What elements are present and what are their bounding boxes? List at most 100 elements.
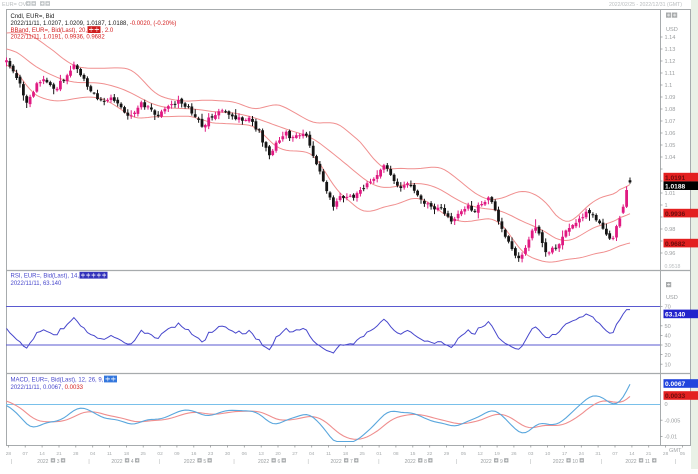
svg-text:29: 29 <box>444 451 450 457</box>
svg-text:2022: 2022 <box>37 459 48 465</box>
svg-text:09: 09 <box>174 451 180 457</box>
svg-text:1.0191: 1.0191 <box>665 175 686 182</box>
svg-text:USD: USD <box>666 295 678 301</box>
svg-text:07: 07 <box>612 451 618 457</box>
svg-text:04: 04 <box>309 451 315 457</box>
svg-text:11: 11 <box>107 451 112 457</box>
svg-text:63.140: 63.140 <box>665 312 686 319</box>
svg-text:18: 18 <box>124 451 130 457</box>
svg-text:22: 22 <box>427 451 433 457</box>
svg-text:2022: 2022 <box>258 459 269 465</box>
svg-text:04: 04 <box>90 451 96 457</box>
svg-text:30: 30 <box>225 451 231 457</box>
svg-text:2022: 2022 <box>184 459 195 465</box>
svg-text:30: 30 <box>665 343 671 349</box>
svg-text:6: 6 <box>278 459 281 465</box>
svg-text:|: | <box>307 459 308 465</box>
svg-text:0.0067: 0.0067 <box>665 381 686 388</box>
svg-text:2022/02/25 - 2022/12/31 (GMT): 2022/02/25 - 2022/12/31 (GMT) <box>609 2 682 8</box>
svg-text:7: 7 <box>350 459 353 465</box>
svg-text:RSI, EUR=, Bid(Last), 14,: RSI, EUR=, Bid(Last), 14, <box>11 274 80 280</box>
svg-text:2022: 2022 <box>553 459 564 465</box>
svg-text:15: 15 <box>410 451 416 457</box>
svg-text:|: | <box>675 459 676 465</box>
svg-text:2022: 2022 <box>111 459 122 465</box>
svg-text:25: 25 <box>141 451 147 457</box>
svg-text:|: | <box>88 459 89 465</box>
svg-text:1.07: 1.07 <box>665 119 676 125</box>
svg-text:BBand, EUR=, Bid(Last), 20,: BBand, EUR=, Bid(Last), 20, <box>11 28 88 34</box>
svg-text:5: 5 <box>203 459 206 465</box>
svg-text:|: | <box>378 459 379 465</box>
svg-text:|: | <box>456 459 457 465</box>
svg-text:0.9936: 0.9936 <box>665 211 686 218</box>
svg-text:26: 26 <box>511 451 517 457</box>
svg-text:11: 11 <box>645 459 650 465</box>
svg-text:EUR= OV: EUR= OV <box>2 2 27 8</box>
svg-text:10: 10 <box>545 451 551 457</box>
svg-text:|: | <box>159 459 160 465</box>
svg-text:0.96: 0.96 <box>665 251 676 257</box>
svg-text:1.01: 1.01 <box>665 191 676 197</box>
svg-text:18: 18 <box>343 451 349 457</box>
svg-text:1.0188: 1.0188 <box>665 183 686 190</box>
svg-text:40: 40 <box>665 334 671 340</box>
svg-text:28: 28 <box>73 451 79 457</box>
svg-text:08: 08 <box>393 451 399 457</box>
svg-text:1.1: 1.1 <box>665 83 673 89</box>
svg-text:1.04: 1.04 <box>665 155 676 161</box>
svg-text:0: 0 <box>665 402 668 408</box>
svg-text:2022: 2022 <box>481 459 492 465</box>
svg-text:02: 02 <box>157 451 163 457</box>
svg-text:1.06: 1.06 <box>665 131 676 137</box>
svg-text:05: 05 <box>680 451 686 457</box>
svg-text:1.13: 1.13 <box>665 47 676 53</box>
svg-text:Cndl, EUR=, Bid: Cndl, EUR=, Bid <box>11 14 55 20</box>
svg-text:17: 17 <box>562 451 568 457</box>
svg-text:31: 31 <box>595 451 601 457</box>
svg-text:2022: 2022 <box>625 459 636 465</box>
svg-text:0.98: 0.98 <box>665 227 676 233</box>
svg-text:05: 05 <box>461 451 467 457</box>
svg-text:|: | <box>11 459 12 465</box>
svg-text:50: 50 <box>665 324 671 330</box>
svg-text:16: 16 <box>191 451 197 457</box>
svg-text:2022: 2022 <box>331 459 342 465</box>
svg-text:1.12: 1.12 <box>665 59 676 65</box>
svg-text:01: 01 <box>376 451 382 457</box>
svg-text:10: 10 <box>572 459 578 465</box>
svg-text:19: 19 <box>494 451 500 457</box>
svg-text:2022/11/11, 1.0207, 1.0209, 1.: 2022/11/11, 1.0207, 1.0209, 1.0187, 1.01… <box>11 21 177 27</box>
svg-text:|: | <box>601 459 602 465</box>
svg-text:-0.01: -0.01 <box>665 435 678 441</box>
svg-text:4: 4 <box>131 459 134 465</box>
svg-text:0.9682: 0.9682 <box>665 241 686 248</box>
svg-text:1.08: 1.08 <box>665 107 676 113</box>
svg-text:28: 28 <box>6 451 12 457</box>
svg-text:0.0033: 0.0033 <box>665 393 686 400</box>
svg-text:3: 3 <box>57 459 60 465</box>
svg-text:13: 13 <box>259 451 265 457</box>
svg-text:MACD, EUR=, Bid(Last), 12, 26,: MACD, EUR=, Bid(Last), 12, 26, 9, <box>11 377 104 383</box>
svg-text:14: 14 <box>629 451 635 457</box>
svg-text:-0.005: -0.005 <box>665 418 681 424</box>
svg-text:2022/11/11, 1.0191, 0.9936, 0.: 2022/11/11, 1.0191, 0.9936, 0.9682 <box>11 35 106 41</box>
svg-text:1.09: 1.09 <box>665 95 676 101</box>
svg-text:03: 03 <box>528 451 534 457</box>
svg-text:1: 1 <box>665 203 668 209</box>
svg-text:|: | <box>233 459 234 465</box>
svg-text:2022/11/11, 63.140: 2022/11/11, 63.140 <box>11 281 62 287</box>
svg-text:24: 24 <box>579 451 585 457</box>
svg-text:20: 20 <box>275 451 281 457</box>
svg-text:28: 28 <box>663 451 669 457</box>
svg-text:20: 20 <box>665 353 671 359</box>
svg-text:06: 06 <box>242 451 248 457</box>
svg-text:27: 27 <box>292 451 298 457</box>
svg-text:, 2.0: , 2.0 <box>102 28 114 34</box>
svg-text:21: 21 <box>56 451 62 457</box>
svg-text:21: 21 <box>646 451 652 457</box>
svg-text:USD: USD <box>666 27 678 33</box>
svg-text:0.9518: 0.9518 <box>665 264 681 270</box>
svg-text:14: 14 <box>39 451 45 457</box>
svg-text:2022: 2022 <box>405 459 416 465</box>
